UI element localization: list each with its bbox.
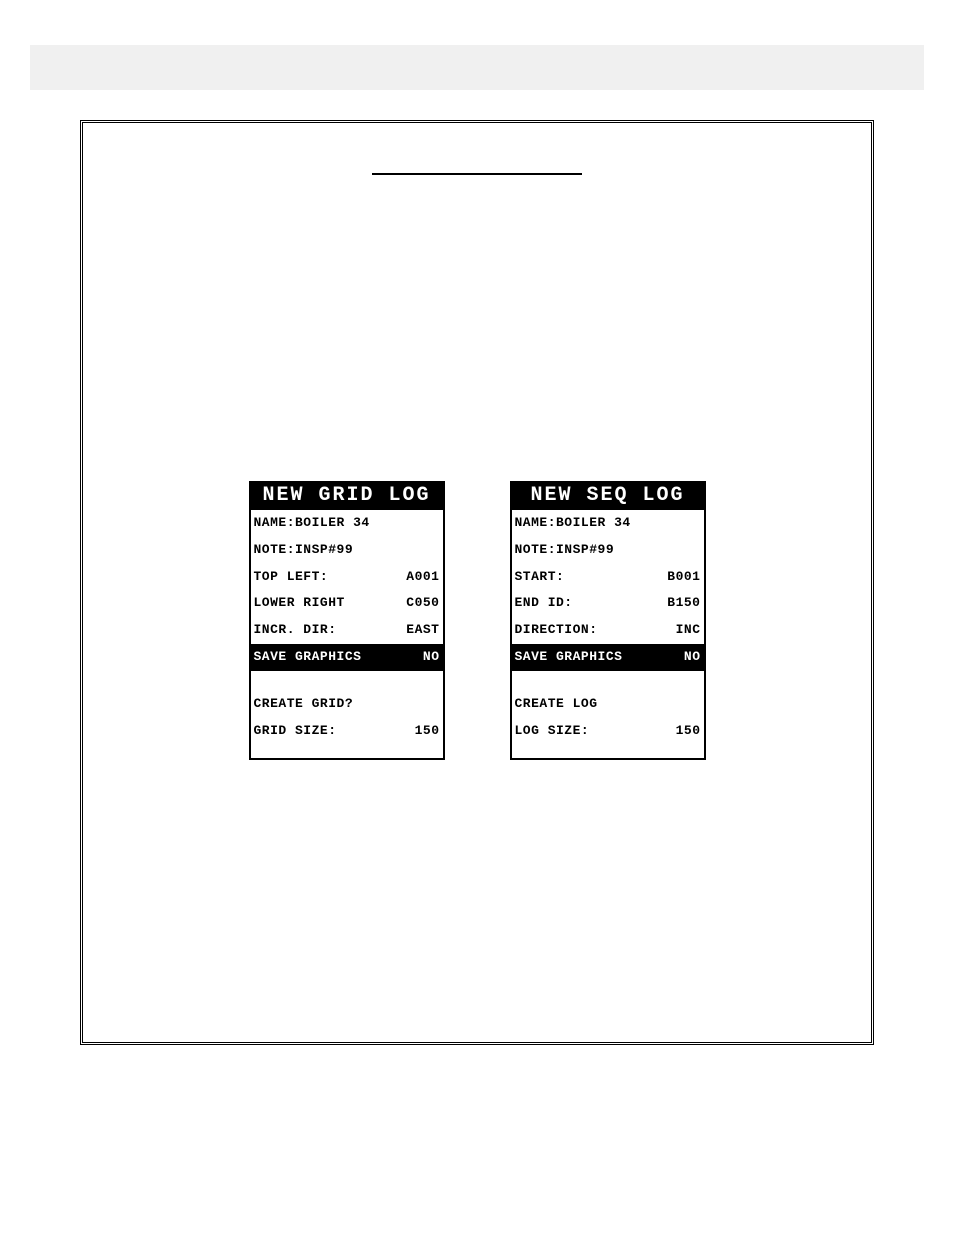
- seq-row-direction-label: DIRECTION:: [515, 620, 598, 641]
- seq-row-logsize-value: 150: [676, 721, 701, 742]
- grid-panel: NEW GRID LOG NAME:BOILER 34 NOTE:INSP#99…: [249, 481, 445, 760]
- grid-row-savegraphics-label: SAVE GRAPHICS: [254, 647, 362, 668]
- grid-panel-bottom-gap: [251, 744, 443, 758]
- grid-row-gridsize-value: 150: [415, 721, 440, 742]
- grid-row-creategrid[interactable]: CREATE GRID?: [251, 691, 443, 718]
- grid-row-incrdir-value: EAST: [406, 620, 439, 641]
- panels-row: NEW GRID LOG NAME:BOILER 34 NOTE:INSP#99…: [83, 481, 871, 760]
- seq-row-savegraphics-value: NO: [684, 647, 701, 668]
- grid-row-gridsize-label: GRID SIZE:: [254, 721, 337, 742]
- seq-row-savegraphics[interactable]: SAVE GRAPHICS NO: [512, 644, 704, 671]
- title-underline: [372, 173, 582, 175]
- grid-row-name[interactable]: NAME:BOILER 34: [251, 510, 443, 537]
- grid-panel-title: NEW GRID LOG: [251, 483, 443, 510]
- seq-row-start-label: START:: [515, 567, 565, 588]
- grid-row-savegraphics[interactable]: SAVE GRAPHICS NO: [251, 644, 443, 671]
- grid-row-incrdir-label: INCR. DIR:: [254, 620, 337, 641]
- grid-row-topleft[interactable]: TOP LEFT: A001: [251, 564, 443, 591]
- seq-row-endid-label: END ID:: [515, 593, 573, 614]
- seq-row-endid[interactable]: END ID: B150: [512, 590, 704, 617]
- seq-panel-gap: [512, 671, 704, 691]
- outer-frame: NEW GRID LOG NAME:BOILER 34 NOTE:INSP#99…: [80, 120, 874, 1045]
- seq-panel: NEW SEQ LOG NAME:BOILER 34 NOTE:INSP#99 …: [510, 481, 706, 760]
- seq-row-createlog[interactable]: CREATE LOG: [512, 691, 704, 718]
- seq-row-start-value: B001: [667, 567, 700, 588]
- seq-panel-body: NAME:BOILER 34 NOTE:INSP#99 START: B001 …: [512, 510, 704, 758]
- seq-row-logsize[interactable]: LOG SIZE: 150: [512, 718, 704, 745]
- grid-row-note[interactable]: NOTE:INSP#99: [251, 537, 443, 564]
- seq-row-createlog-label: CREATE LOG: [515, 694, 598, 715]
- seq-panel-bottom-gap: [512, 744, 704, 758]
- seq-row-start[interactable]: START: B001: [512, 564, 704, 591]
- seq-row-savegraphics-label: SAVE GRAPHICS: [515, 647, 623, 668]
- grid-row-note-label: NOTE:INSP#99: [254, 540, 354, 561]
- grid-row-lowerright-label: LOWER RIGHT: [254, 593, 345, 614]
- seq-row-endid-value: B150: [667, 593, 700, 614]
- seq-row-note-label: NOTE:INSP#99: [515, 540, 615, 561]
- seq-row-name[interactable]: NAME:BOILER 34: [512, 510, 704, 537]
- grid-row-savegraphics-value: NO: [423, 647, 440, 668]
- grid-row-topleft-value: A001: [406, 567, 439, 588]
- seq-row-direction[interactable]: DIRECTION: INC: [512, 617, 704, 644]
- seq-row-name-label: NAME:BOILER 34: [515, 513, 631, 534]
- seq-row-direction-value: INC: [676, 620, 701, 641]
- grid-row-creategrid-label: CREATE GRID?: [254, 694, 354, 715]
- grid-row-lowerright-value: C050: [406, 593, 439, 614]
- top-bar: [30, 45, 924, 90]
- seq-row-note[interactable]: NOTE:INSP#99: [512, 537, 704, 564]
- seq-panel-title: NEW SEQ LOG: [512, 483, 704, 510]
- grid-row-lowerright[interactable]: LOWER RIGHT C050: [251, 590, 443, 617]
- seq-row-logsize-label: LOG SIZE:: [515, 721, 590, 742]
- grid-row-topleft-label: TOP LEFT:: [254, 567, 329, 588]
- grid-row-incrdir[interactable]: INCR. DIR: EAST: [251, 617, 443, 644]
- grid-row-name-label: NAME:BOILER 34: [254, 513, 370, 534]
- grid-row-gridsize[interactable]: GRID SIZE: 150: [251, 718, 443, 745]
- grid-panel-body: NAME:BOILER 34 NOTE:INSP#99 TOP LEFT: A0…: [251, 510, 443, 758]
- grid-panel-gap: [251, 671, 443, 691]
